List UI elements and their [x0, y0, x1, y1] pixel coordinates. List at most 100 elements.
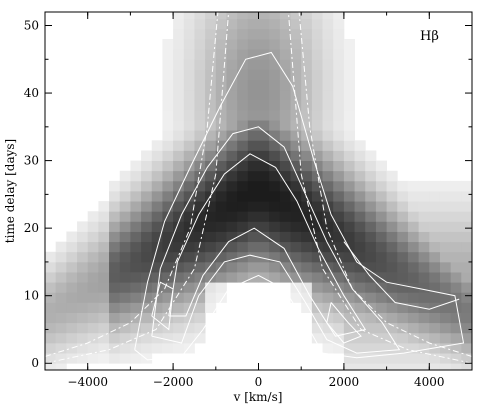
heatmap-cell: [66, 241, 78, 253]
heatmap-cell: [119, 261, 131, 273]
heatmap-cell: [301, 251, 313, 263]
heatmap-cell: [279, 150, 291, 161]
heatmap-cell: [87, 221, 99, 232]
heatmap-cell: [311, 211, 323, 222]
heatmap-cell: [407, 251, 420, 263]
heatmap-cell: [354, 353, 366, 364]
heatmap-cell: [237, 180, 249, 192]
heatmap-cell: [290, 221, 302, 232]
heatmap-cell: [247, 49, 259, 60]
heatmap-cell: [290, 120, 302, 131]
heatmap-cell: [290, 130, 302, 141]
heatmap-cell: [365, 231, 377, 243]
heatmap-cell: [322, 251, 334, 263]
heatmap-cell: [333, 180, 345, 192]
heatmap-cell: [247, 241, 259, 253]
heatmap-cell: [194, 221, 206, 232]
heatmap-cell: [269, 272, 281, 283]
heatmap-cell: [301, 99, 313, 111]
heatmap-cell: [109, 312, 121, 324]
heatmap-cell: [290, 211, 302, 222]
heatmap-cell: [109, 353, 121, 364]
heatmap-cell: [141, 261, 153, 273]
heatmap-cell: [194, 79, 206, 91]
heatmap-cell: [141, 160, 153, 172]
heatmap-cell: [141, 231, 153, 243]
heatmap-cell: [461, 332, 472, 344]
heatmap-cell: [45, 353, 57, 364]
heatmap-cell: [386, 272, 398, 283]
heatmap-cell: [183, 120, 195, 131]
heatmap-cell: [247, 261, 259, 273]
heatmap-cell: [183, 69, 195, 80]
heatmap-cell: [247, 160, 259, 172]
heatmap-cell: [87, 322, 99, 334]
heatmap-cell: [429, 180, 441, 192]
heatmap-cell: [173, 79, 185, 91]
heatmap-cell: [343, 69, 355, 80]
heatmap-cell: [279, 211, 291, 222]
heatmap-cell: [333, 109, 345, 121]
heatmap-cell: [66, 231, 78, 243]
heatmap-cell: [247, 251, 259, 263]
heatmap-cell: [66, 302, 78, 313]
heatmap-cell: [162, 89, 174, 101]
heatmap-cell: [98, 292, 110, 303]
x-axis-title: v [km/s]: [233, 390, 283, 404]
heatmap-cell: [343, 221, 355, 232]
heatmap-cell: [322, 221, 334, 232]
heatmap-cell: [311, 99, 323, 111]
heatmap-cell: [77, 221, 89, 232]
heatmap-cell: [343, 120, 355, 131]
heatmap-cell: [418, 272, 430, 283]
heatmap-cell: [183, 12, 195, 20]
heatmap-cell: [205, 150, 217, 161]
heatmap-cell: [269, 59, 281, 70]
heatmap-cell: [450, 272, 462, 283]
heatmap-cell: [429, 221, 441, 232]
heatmap-cell: [311, 49, 323, 60]
heatmap-cell: [183, 39, 195, 50]
heatmap-cell: [87, 241, 99, 253]
heatmap-cell: [343, 241, 355, 253]
heatmap-cell: [183, 241, 195, 253]
heatmap-cell: [397, 332, 409, 344]
heatmap-cell: [418, 241, 430, 253]
heatmap-cell: [162, 49, 174, 60]
heatmap-cell: [386, 312, 398, 324]
heatmap-cell: [215, 79, 227, 91]
heatmap-cell: [98, 302, 110, 313]
heatmap-cell: [45, 363, 57, 370]
heatmap-cell: [151, 201, 163, 212]
heatmap-cell: [279, 272, 291, 283]
heatmap-cell: [141, 211, 153, 222]
heatmap-cell: [162, 59, 174, 70]
heatmap-cell: [258, 69, 270, 80]
heatmap-cell: [247, 99, 259, 111]
heatmap-cell: [301, 201, 313, 212]
heatmap-cell: [162, 342, 174, 354]
heatmap-cell: [237, 261, 249, 273]
heatmap-cell: [397, 180, 409, 192]
heatmap-cell: [397, 322, 409, 334]
heatmap-cell: [205, 28, 217, 40]
heatmap-cell: [343, 140, 355, 151]
heatmap-cell: [119, 241, 131, 253]
heatmap-cell: [45, 322, 57, 334]
heatmap-cell: [151, 261, 163, 273]
heatmap-cell: [215, 231, 227, 243]
heatmap-cell: [119, 201, 131, 212]
heatmap-cell: [55, 353, 67, 364]
heatmap-cell: [162, 261, 174, 273]
heatmap-cell: [215, 39, 227, 50]
heatmap-cell: [98, 261, 110, 273]
heatmap-cell: [55, 332, 67, 344]
heatmap-cell: [45, 272, 57, 283]
heatmap-cell: [173, 231, 185, 243]
heatmap-cell: [375, 322, 388, 334]
heatmap-cell: [365, 342, 377, 354]
heatmap-cell: [375, 191, 388, 202]
heatmap-cell: [55, 312, 67, 324]
heatmap-cell: [194, 160, 206, 172]
heatmap-cell: [322, 140, 334, 151]
